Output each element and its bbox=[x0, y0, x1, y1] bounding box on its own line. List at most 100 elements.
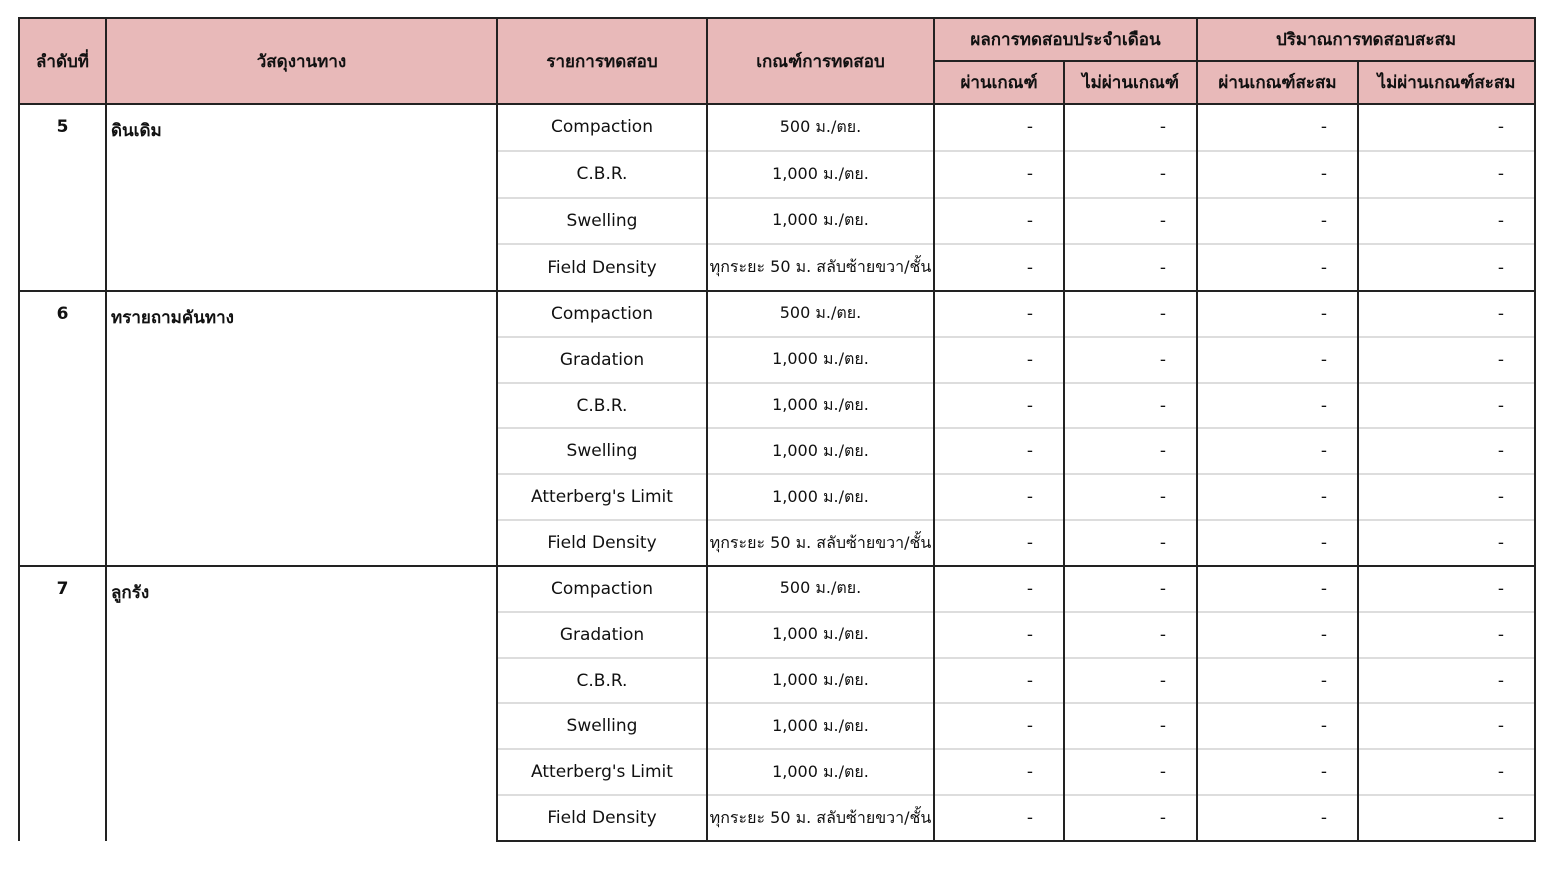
result-cell: - bbox=[1196, 748, 1359, 796]
result-cell: - bbox=[1063, 335, 1198, 383]
table-body: 5 ดินเดิม Compaction 500 ม./ตย. - - - - C.B.R. 1,… bbox=[18, 103, 1537, 842]
test-criteria: 1,000 ม./ตย. bbox=[706, 149, 935, 198]
result-cell: - bbox=[1356, 335, 1537, 383]
test-name: Field Density bbox=[496, 519, 708, 567]
header-cell: ไม่ผ่านเกณฑ์ bbox=[1063, 60, 1198, 105]
header-cell: รายการทดสอบ bbox=[496, 17, 708, 105]
test-criteria: 1,000 ม./ตย. bbox=[706, 656, 935, 704]
test-criteria: 1,000 ม./ตย. bbox=[706, 702, 935, 750]
test-criteria: ทุกระยะ 50 ม. สลับซ้ายขวา/ชั้น bbox=[706, 519, 935, 567]
result-cell: - bbox=[933, 196, 1065, 245]
result-cell: - bbox=[1063, 243, 1198, 292]
result-cell: - bbox=[1063, 381, 1198, 429]
result-cell: - bbox=[1196, 196, 1359, 245]
table-row: Swelling 1,000 ม./ตย. - - - - bbox=[19, 427, 1537, 475]
result-cell: - bbox=[1196, 290, 1359, 337]
result-cell: - bbox=[1196, 702, 1359, 750]
table-row: Atterberg's Limit 1,000 ม./ตย. - - - - bbox=[19, 748, 1537, 796]
table-row: Field Density ทุกระยะ 50 ม. สลับซ้ายขวา/ช… bbox=[19, 794, 1537, 842]
test-criteria: ทุกระยะ 50 ม. สลับซ้ายขวา/ชั้น bbox=[706, 794, 935, 842]
test-name: Gradation bbox=[496, 335, 708, 383]
table-wrap: ลำดับที่ วัสดุงานทาง รายการทดสอบ เกณฑ์กา… bbox=[18, 17, 1537, 842]
test-name: Swelling bbox=[496, 196, 708, 245]
result-cell: - bbox=[1196, 564, 1359, 612]
result-cell: - bbox=[1196, 149, 1359, 198]
table-row: 5 ดินเดิม Compaction 500 ม./ตย. - - - - bbox=[18, 103, 1537, 291]
result-cell: - bbox=[1356, 794, 1537, 842]
table-row: 7 ลูกรัง Compaction 500 ม./ตย. - - - - bbox=[18, 564, 1537, 841]
result-cell: - bbox=[1063, 149, 1198, 198]
table-row: Field Density ทุกระยะ 50 ม. สลับซ้ายขวา/ช… bbox=[19, 519, 1537, 567]
test-criteria: 1,000 ม./ตย. bbox=[706, 381, 935, 429]
test-criteria: ทุกระยะ 50 ม. สลับซ้ายขวา/ชั้น bbox=[706, 243, 935, 292]
table-row: C.B.R. 1,000 ม./ตย. - - - - bbox=[19, 149, 1537, 198]
result-cell: - bbox=[933, 290, 1065, 337]
test-table: ลำดับที่ วัสดุงานทาง รายการทดสอบ เกณฑ์กา… bbox=[18, 17, 1537, 842]
result-cell: - bbox=[933, 473, 1065, 521]
test-name: C.B.R. bbox=[496, 381, 708, 429]
test-name: Swelling bbox=[496, 702, 708, 750]
test-criteria: 1,000 ม./ตย. bbox=[706, 196, 935, 245]
result-cell: - bbox=[1356, 564, 1537, 612]
result-cell: - bbox=[1063, 290, 1198, 337]
result-cell: - bbox=[1196, 427, 1359, 475]
header-cell: ลำดับที่ bbox=[18, 17, 107, 105]
result-cell: - bbox=[1356, 290, 1537, 337]
table-row: Atterberg's Limit 1,000 ม./ตย. - - - - bbox=[19, 473, 1537, 521]
result-cell: - bbox=[1196, 103, 1359, 151]
result-cell: - bbox=[1196, 794, 1359, 842]
result-cell: - bbox=[1196, 381, 1359, 429]
table-row: Field Density ทุกระยะ 50 ม. สลับซ้ายขวา/ช… bbox=[19, 243, 1537, 292]
result-cell: - bbox=[1063, 473, 1198, 521]
table-row: Gradation 1,000 ม./ตย. - - - - bbox=[19, 335, 1537, 383]
result-cell: - bbox=[933, 381, 1065, 429]
test-criteria: 1,000 ม./ตย. bbox=[706, 335, 935, 383]
test-name: Atterberg's Limit bbox=[496, 748, 708, 796]
header-cell: ปริมาณการทดสอบสะสม bbox=[1195, 17, 1537, 62]
test-name: Gradation bbox=[496, 610, 708, 658]
result-cell: - bbox=[1356, 610, 1537, 658]
result-cell: - bbox=[933, 519, 1065, 567]
item-number: 5 bbox=[18, 103, 107, 291]
result-cell: - bbox=[1196, 335, 1359, 383]
test-name: Compaction bbox=[496, 290, 708, 337]
result-cell: - bbox=[933, 610, 1065, 658]
result-cell: - bbox=[933, 243, 1065, 292]
result-cell: - bbox=[933, 702, 1065, 750]
result-cell: - bbox=[933, 656, 1065, 704]
test-criteria: 1,000 ม./ตย. bbox=[706, 473, 935, 521]
item-number: 7 bbox=[18, 564, 107, 841]
result-cell: - bbox=[1356, 702, 1537, 750]
test-name: Atterberg's Limit bbox=[496, 473, 708, 521]
result-cell: - bbox=[1356, 656, 1537, 704]
test-criteria: 1,000 ม./ตย. bbox=[706, 610, 935, 658]
test-name: Field Density bbox=[496, 794, 708, 842]
test-criteria: 500 ม./ตย. bbox=[706, 564, 935, 612]
test-name: Field Density bbox=[496, 243, 708, 292]
table-row: Swelling 1,000 ม./ตย. - - - - bbox=[19, 702, 1537, 750]
item-number: 6 bbox=[18, 290, 107, 566]
result-cell: - bbox=[1196, 473, 1359, 521]
material-name: ดินเดิม bbox=[105, 103, 498, 291]
result-cell: - bbox=[1063, 196, 1198, 245]
result-cell: - bbox=[933, 748, 1065, 796]
result-cell: - bbox=[1356, 748, 1537, 796]
result-cell: - bbox=[1063, 702, 1198, 750]
header-cell: เกณฑ์การทดสอบ bbox=[706, 17, 935, 105]
header-cell: ไม่ผ่านเกณฑ์สะสม bbox=[1356, 60, 1537, 105]
test-name: C.B.R. bbox=[496, 656, 708, 704]
table-row: Gradation 1,000 ม./ตย. - - - - bbox=[19, 610, 1537, 658]
result-cell: - bbox=[1196, 519, 1359, 567]
test-name: Swelling bbox=[496, 427, 708, 475]
result-cell: - bbox=[1196, 610, 1359, 658]
test-criteria: 500 ม./ตย. bbox=[706, 290, 935, 337]
header-cell: ผลการทดสอบประจำเดือน bbox=[933, 17, 1198, 62]
test-criteria: 500 ม./ตย. bbox=[706, 103, 935, 151]
result-cell: - bbox=[933, 335, 1065, 383]
table-row: C.B.R. 1,000 ม./ตย. - - - - bbox=[19, 381, 1537, 429]
result-cell: - bbox=[1063, 103, 1198, 151]
result-cell: - bbox=[933, 427, 1065, 475]
result-cell: - bbox=[1063, 564, 1198, 612]
result-cell: - bbox=[1196, 243, 1359, 292]
test-name: Compaction bbox=[496, 103, 708, 151]
